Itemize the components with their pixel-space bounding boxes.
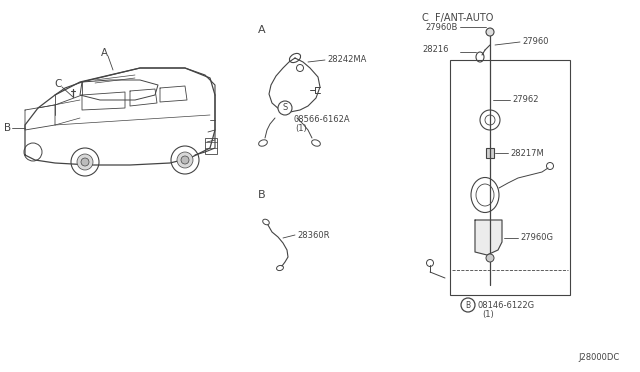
Text: 28242MA: 28242MA [327,55,366,64]
Text: A: A [100,48,108,58]
Text: B: B [258,190,266,200]
Circle shape [81,158,89,166]
Text: A: A [258,25,266,35]
Bar [205,138,217,154]
Text: C  F/ANT-AUTO: C F/ANT-AUTO [422,13,493,23]
Text: 27962: 27962 [512,96,538,105]
Text: 27960G: 27960G [520,234,553,243]
Text: C: C [54,79,61,89]
Circle shape [486,28,494,36]
Text: B: B [465,301,470,310]
Text: 08566-6162A: 08566-6162A [293,115,349,125]
Text: (1): (1) [482,310,493,318]
Text: J28000DC: J28000DC [579,353,620,362]
Text: S: S [282,103,287,112]
Text: 27960: 27960 [522,38,548,46]
Circle shape [278,101,292,115]
Bar [486,148,494,158]
Text: (1): (1) [295,124,307,132]
Text: 28217M: 28217M [510,148,544,157]
Polygon shape [475,220,502,255]
Circle shape [177,152,193,168]
Text: 08146-6122G: 08146-6122G [477,301,534,310]
Text: 28216: 28216 [422,45,449,55]
Text: 28360R: 28360R [297,231,330,240]
Circle shape [486,254,494,262]
Circle shape [77,154,93,170]
Text: 27960B: 27960B [425,23,458,32]
Text: B: B [4,123,12,133]
Circle shape [181,156,189,164]
Bar [450,60,570,295]
